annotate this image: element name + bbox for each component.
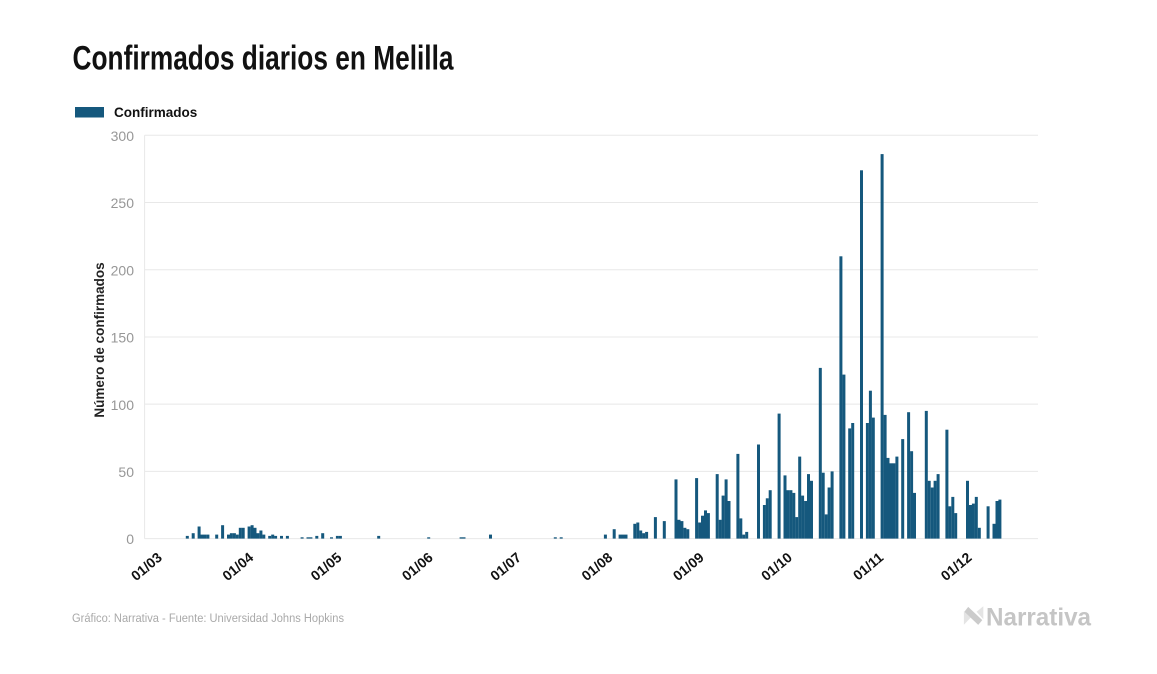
svg-text:300: 300 (111, 128, 135, 144)
svg-text:Número de confirmados: Número de confirmados (92, 262, 107, 417)
svg-text:Confirmados: Confirmados (114, 105, 197, 120)
svg-text:Confirmados diarios en Melilla: Confirmados diarios en Melilla (73, 40, 455, 78)
svg-text:250: 250 (111, 195, 135, 211)
svg-text:50: 50 (118, 464, 134, 480)
svg-text:Gráfico: Narrativa - Fuente: U: Gráfico: Narrativa - Fuente: Universidad… (72, 611, 344, 625)
svg-text:0: 0 (126, 531, 134, 547)
svg-text:150: 150 (111, 330, 135, 346)
svg-text:Narrativa: Narrativa (986, 604, 1092, 632)
svg-text:100: 100 (111, 397, 135, 413)
svg-text:200: 200 (111, 262, 135, 278)
